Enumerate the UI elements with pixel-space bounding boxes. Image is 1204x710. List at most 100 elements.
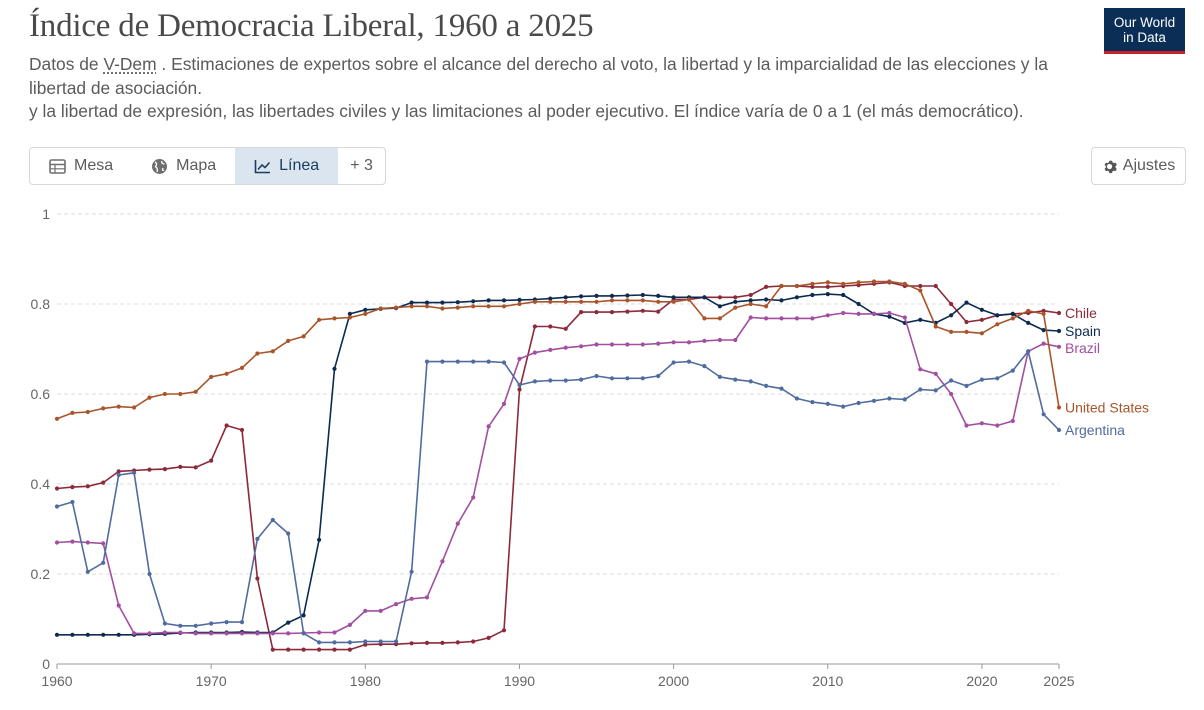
data-point-chile (949, 301, 954, 307)
tab-line-label: Línea (279, 157, 320, 174)
data-point-chile (517, 387, 522, 392)
data-point-united-states (856, 280, 861, 285)
data-point-brazil (779, 316, 784, 321)
data-point-united-states (579, 299, 584, 304)
data-point-brazil (579, 344, 584, 349)
data-point-chile (162, 467, 167, 472)
data-point-chile (764, 284, 769, 289)
data-point-argentina (871, 398, 877, 403)
owid-logo[interactable]: Our World in Data (1104, 8, 1185, 54)
data-point-chile (594, 310, 599, 315)
data-point-spain (918, 317, 923, 322)
settings-button[interactable]: Ajustes (1091, 147, 1186, 185)
data-point-argentina (332, 640, 337, 645)
data-point-brazil (209, 631, 214, 636)
series-label-spain: Spain (1065, 323, 1101, 339)
data-point-argentina (1041, 412, 1046, 417)
series-line-chile (56, 281, 1060, 651)
data-point-united-states (116, 404, 121, 409)
data-point-united-states (563, 299, 568, 304)
data-point-brazil (70, 539, 75, 544)
data-point-brazil (979, 421, 985, 426)
data-point-united-states (810, 281, 815, 286)
data-point-argentina (394, 639, 399, 644)
data-point-united-states (1010, 316, 1015, 321)
data-point-spain (424, 300, 430, 305)
data-point-chile (147, 467, 152, 472)
tab-map-label: Mapa (176, 157, 217, 174)
data-point-argentina (794, 396, 800, 401)
source-link[interactable]: V-Dem (103, 54, 157, 74)
tab-more-label: + 3 (350, 157, 373, 174)
data-point-brazil (1041, 341, 1046, 346)
data-point-brazil (378, 608, 383, 614)
data-point-chile (239, 427, 245, 433)
data-point-united-states (517, 301, 522, 307)
x-tick-label: 1970 (196, 673, 227, 689)
data-point-spain (995, 313, 1000, 318)
data-point-argentina (301, 631, 306, 636)
data-point-united-states (794, 283, 800, 289)
data-point-brazil (486, 424, 491, 429)
data-point-argentina (579, 377, 584, 382)
data-point-chile (1041, 308, 1046, 313)
data-point-chile (733, 295, 738, 300)
y-tick-label: 0.2 (31, 566, 51, 582)
data-point-spain (609, 293, 615, 298)
subtitle-prefix: Datos de (29, 54, 104, 74)
data-point-argentina (979, 377, 985, 382)
data-point-brazil (162, 630, 167, 635)
data-point-argentina (717, 374, 723, 379)
data-point-spain (409, 300, 414, 305)
tab-map[interactable]: Mapa (132, 148, 235, 184)
data-point-brazil (440, 559, 445, 564)
data-point-argentina (902, 397, 907, 402)
tab-line[interactable]: Línea (235, 148, 339, 184)
x-tick-label: 1990 (504, 673, 535, 689)
data-point-chile (301, 647, 306, 652)
data-point-spain (85, 632, 90, 637)
data-point-chile (532, 324, 538, 329)
data-point-chile (101, 480, 106, 485)
data-point-chile (116, 469, 121, 474)
data-point-chile (656, 309, 661, 314)
data-point-argentina (964, 383, 969, 388)
data-point-argentina (440, 359, 445, 364)
data-point-chile (286, 647, 291, 652)
data-point-brazil (594, 342, 599, 347)
data-point-chile (178, 464, 183, 469)
line-chart-icon (254, 159, 271, 174)
x-tick-label: 2000 (658, 673, 689, 689)
data-point-chile (209, 458, 214, 463)
data-point-argentina (501, 360, 507, 365)
data-point-spain (594, 293, 599, 298)
data-point-united-states (255, 351, 260, 356)
tab-more[interactable]: + 3 (338, 148, 385, 184)
data-point-chile (455, 640, 460, 645)
tab-table[interactable]: Mesa (30, 148, 132, 184)
data-point-united-states (841, 281, 846, 286)
data-point-united-states (85, 409, 90, 415)
data-point-argentina (486, 359, 491, 364)
data-point-brazil (871, 311, 877, 316)
data-point-brazil (563, 345, 568, 350)
data-point-united-states (1041, 311, 1046, 316)
data-point-spain (1026, 320, 1031, 325)
data-point-spain (347, 311, 352, 316)
logo-line-1: Our World (1113, 15, 1176, 30)
data-point-spain (841, 292, 846, 298)
data-point-brazil (841, 310, 846, 316)
data-point-brazil (517, 356, 522, 361)
data-point-brazil (501, 401, 507, 406)
data-point-united-states (656, 299, 661, 304)
data-point-argentina (764, 383, 769, 388)
data-point-united-states (1026, 308, 1031, 313)
data-point-brazil (317, 630, 322, 635)
data-point-united-states (594, 299, 599, 304)
y-tick-label: 0.6 (31, 386, 51, 402)
data-point-brazil (394, 602, 399, 607)
data-point-united-states (671, 299, 676, 304)
data-point-spain (440, 300, 445, 305)
data-point-argentina (609, 376, 615, 381)
data-point-brazil (548, 347, 553, 352)
